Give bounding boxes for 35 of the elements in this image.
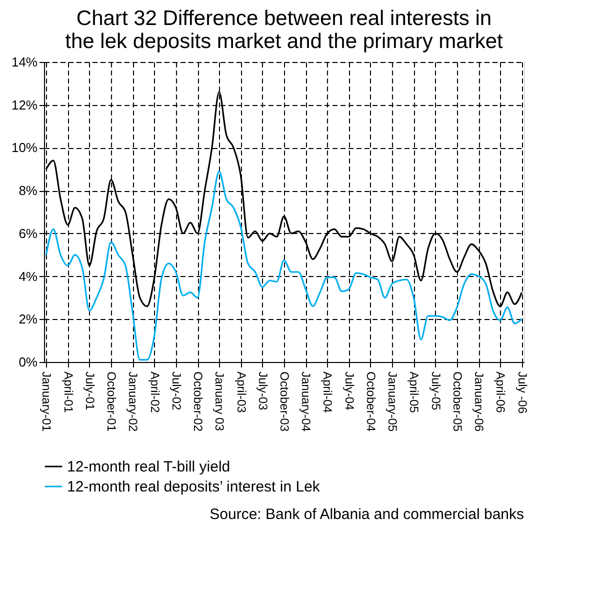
y-tick-label: 2% <box>18 312 38 327</box>
y-tick-label: 8% <box>18 183 38 198</box>
x-tick-label: July-01 <box>82 372 97 411</box>
x-tick-label: April-02 <box>148 372 162 414</box>
x-tick-label: January-02 <box>126 372 140 432</box>
y-tick-label: 14% <box>11 54 38 70</box>
x-tick-label: October-03 <box>278 372 292 432</box>
x-tick-label: July-04 <box>342 372 356 411</box>
legend-label: 12-month real T-bill yield <box>67 458 230 476</box>
x-tick-label: October-04 <box>364 372 378 432</box>
legend-label: 12-month real deposits’ interest in Lek <box>67 478 320 496</box>
y-tick-label: 6% <box>18 226 38 241</box>
x-tick-label: January-04 <box>299 372 314 432</box>
x-tick-label: April-06 <box>494 372 508 414</box>
x-tick-label: July-03 <box>256 372 270 411</box>
x-tick-label: April-04 <box>320 372 335 414</box>
x-tick-label: April-01 <box>61 372 76 414</box>
x-tick-label: October-01 <box>104 372 119 432</box>
y-tick-label: 10% <box>11 140 38 156</box>
y-tick-label: 0% <box>18 354 38 370</box>
x-tick-label: October-02 <box>191 372 206 432</box>
x-tick-label: January-05 <box>386 372 400 432</box>
y-tick-label: 4% <box>18 268 38 284</box>
source-note: Source: Bank of Albania and commercial banks <box>210 506 524 523</box>
x-tick-label: July-02 <box>169 372 184 411</box>
x-tick-label: July-05 <box>428 372 443 411</box>
x-tick-label: April-05 <box>407 372 422 414</box>
y-tick-label: 12% <box>11 97 38 112</box>
x-tick-label: April-03 <box>234 372 248 414</box>
x-tick-label: January-06 <box>472 372 486 432</box>
x-tick-label: January-01 <box>40 372 54 432</box>
x-tick-label: July -06 <box>515 372 530 414</box>
chart-title: Chart 32 Difference between real interests in the lek deposits market and the primary market <box>65 7 503 53</box>
x-tick-label: January 03 <box>212 372 227 432</box>
x-tick-label: October-05 <box>450 372 464 432</box>
